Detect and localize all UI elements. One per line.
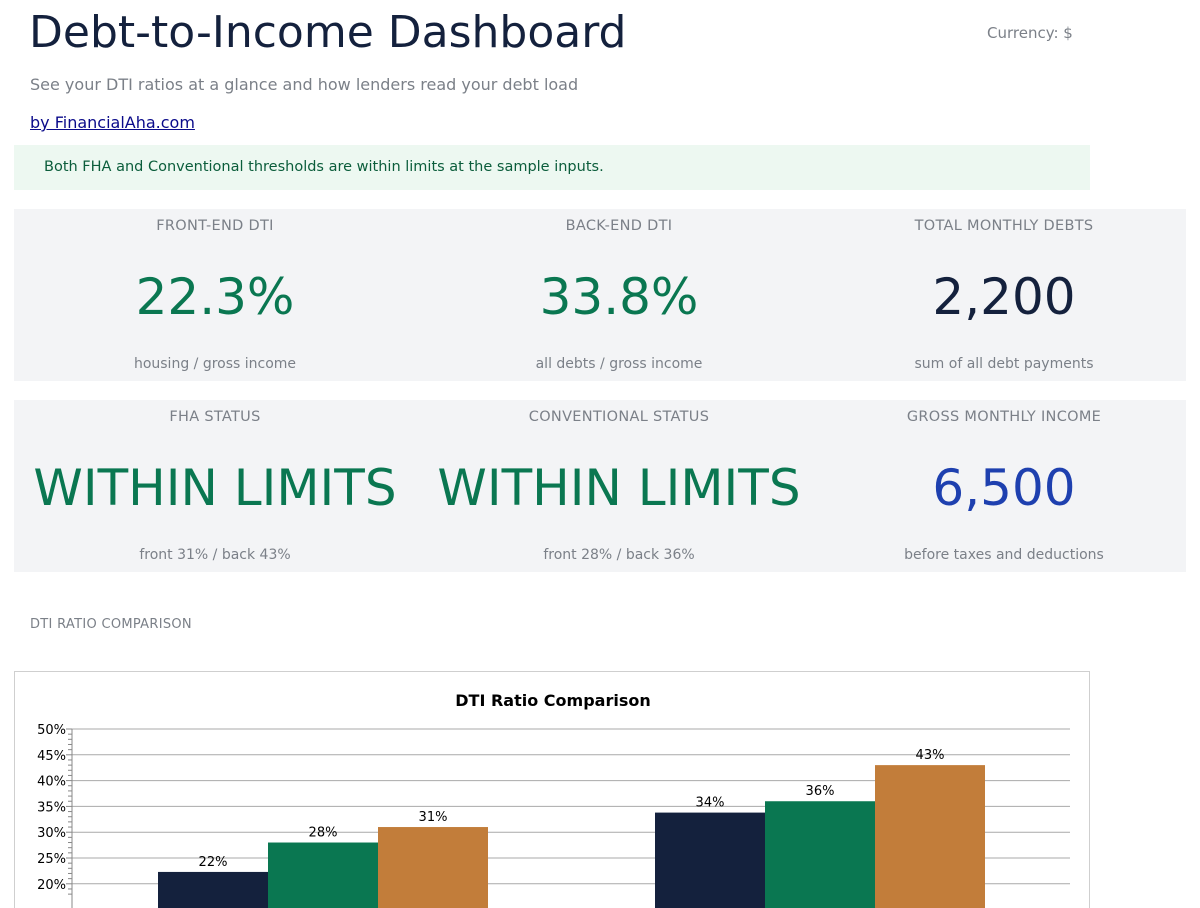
tile-note: before taxes and deductions	[904, 547, 1104, 563]
tile-label: CONVENTIONAL STATUS	[528, 409, 710, 425]
dti-chart: DTI Ratio Comparison 20% 25% 30% 35% 40% 45% 5…	[37, 691, 1070, 908]
y-tick-label: 30%	[37, 826, 66, 841]
bar-data-label: 31%	[419, 810, 448, 825]
chart-bars: 22% 34% 28% 36% 31% 43%	[158, 748, 985, 908]
currency-indicator: Currency: $	[987, 24, 1073, 42]
bar	[268, 842, 378, 908]
tile-note: all debts / gross income	[535, 356, 703, 372]
chart-title: DTI Ratio Comparison	[455, 691, 650, 710]
page-subtitle: See your DTI ratios at a glance and how …	[30, 75, 579, 94]
tile-value: WITHIN LIMITS	[437, 459, 801, 517]
section-label: DTI RATIO COMPARISON	[30, 617, 192, 632]
tile-note: sum of all debt payments	[914, 356, 1094, 372]
page-title: Debt-to-Income Dashboard	[29, 7, 627, 58]
status-banner-text: Both FHA and Conventional thresholds are…	[44, 159, 604, 175]
bar	[875, 765, 985, 908]
bar	[655, 812, 765, 908]
total-monthly-debts-tile: TOTAL MONTHLY DEBTS 2,200 sum of all deb…	[822, 209, 1186, 381]
bar-data-label: 36%	[806, 784, 835, 799]
tile-note: housing / gross income	[133, 356, 297, 372]
tile-note: front 28% / back 36%	[543, 547, 695, 563]
tile-label: FHA STATUS	[169, 409, 261, 425]
y-tick-label: 25%	[37, 852, 66, 867]
y-tick-label: 45%	[37, 749, 66, 764]
y-tick-label: 35%	[37, 800, 66, 815]
tile-label: FRONT-END DTI	[156, 218, 274, 234]
status-banner: Both FHA and Conventional thresholds are…	[14, 145, 1090, 190]
tile-label: BACK-END DTI	[565, 218, 673, 234]
tile-value: WITHIN LIMITS	[33, 459, 397, 517]
bar	[378, 827, 488, 908]
y-tick-label: 20%	[37, 878, 66, 893]
tile-note: front 31% / back 43%	[139, 547, 291, 563]
bar	[765, 801, 875, 908]
bar-data-label: 43%	[916, 748, 945, 763]
tile-value: 33.8%	[539, 268, 699, 326]
chart-grid	[72, 728, 1070, 885]
y-tick-label: 40%	[37, 775, 66, 790]
conventional-status-tile: CONVENTIONAL STATUS WITHIN LIMITS front …	[416, 400, 822, 572]
tile-label: GROSS MONTHLY INCOME	[906, 409, 1102, 425]
fha-status-tile: FHA STATUS WITHIN LIMITS front 31% / bac…	[14, 400, 416, 572]
byline-link[interactable]: by FinancialAha.com	[30, 113, 195, 132]
bar-data-label: 28%	[309, 826, 338, 841]
bar-data-label: 34%	[696, 796, 725, 811]
bar-data-label: 22%	[199, 855, 228, 870]
tile-value: 2,200	[932, 268, 1076, 326]
tile-value: 6,500	[932, 459, 1076, 517]
dti-chart-panel: DTI Ratio Comparison 20% 25% 30% 35% 40% 45% 5…	[14, 671, 1090, 908]
tile-label: TOTAL MONTHLY DEBTS	[914, 218, 1094, 234]
gross-monthly-income-tile: GROSS MONTHLY INCOME 6,500 before taxes …	[822, 400, 1186, 572]
front-end-dti-tile: FRONT-END DTI 22.3% housing / gross inco…	[14, 209, 416, 381]
metric-row-status: FHA STATUS WITHIN LIMITS front 31% / bac…	[14, 400, 1186, 572]
metric-row-ratios: FRONT-END DTI 22.3% housing / gross inco…	[14, 209, 1186, 381]
bar	[158, 871, 268, 908]
chart-y-axis: 20% 25% 30% 35% 40% 45% 50%	[37, 723, 73, 908]
back-end-dti-tile: BACK-END DTI 33.8% all debts / gross inc…	[416, 209, 822, 381]
y-tick-label: 50%	[37, 723, 66, 738]
tile-value: 22.3%	[135, 268, 295, 326]
